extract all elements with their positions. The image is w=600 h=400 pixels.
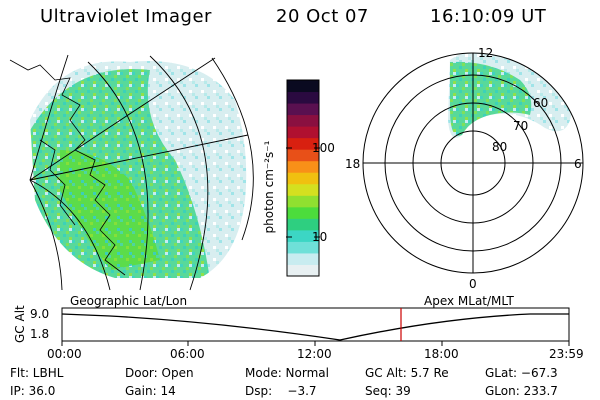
colorbar-band [287, 80, 319, 93]
polar-plot [362, 52, 584, 274]
lat-label-70: 70 [513, 119, 529, 133]
geo-map-label: Geographic Lat/Lon [70, 294, 188, 308]
colorbar-band [287, 172, 319, 185]
mode-value: Mode: Normal [245, 366, 329, 380]
mlt-label-18: 18 [345, 157, 361, 171]
colorbar-band [287, 252, 319, 265]
lat-label-80: 80 [492, 140, 508, 154]
colorbar-frame [286, 79, 320, 277]
colorbar-band [287, 149, 319, 162]
colorbar-band [287, 206, 319, 219]
colorbar-unit-label: photon cm⁻²s⁻¹ [262, 140, 276, 234]
ip-value: IP: 36.0 [10, 384, 56, 398]
timeline-x-tick-1800: 18:00 [424, 347, 459, 361]
colorbar-band [287, 91, 319, 104]
colorbar-band [287, 126, 319, 139]
filter-value: Flt: LBHL [10, 366, 64, 380]
colorbar-band [287, 183, 319, 196]
lat-label-60: 60 [533, 96, 549, 110]
timeline-panel [61, 307, 570, 346]
colorbar-band [287, 229, 319, 242]
timeline-y-tick-1-8: 1.8 [30, 327, 50, 341]
timeline-x-tick-0000: 00:00 [47, 347, 82, 361]
timeline-y-tick-9: 9.0 [30, 307, 50, 321]
polar-plot-label: Apex MLat/MLT [424, 294, 514, 308]
colorbar-tick-100: 100 [312, 141, 335, 155]
colorbar-band [287, 160, 319, 173]
colorbar-band [287, 218, 319, 231]
geo-image [9, 54, 254, 291]
colorbar-band [287, 241, 319, 254]
seq-value: Seq: 39 [365, 384, 411, 398]
colorbar-band [287, 195, 319, 208]
date-label: 20 Oct 07 [276, 6, 369, 27]
colorbar-band [287, 264, 319, 277]
timeline-x-tick-0600: 06:00 [170, 347, 205, 361]
colorbar-band [287, 103, 319, 116]
mlt-label-6: 6 [574, 157, 582, 171]
gc-alt-value: GC Alt: 5.7 Re [365, 366, 449, 380]
dsp-value: Dsp: −3.7 [245, 384, 317, 398]
door-status: Door: Open [125, 366, 194, 380]
mlt-label-0: 0 [469, 277, 477, 291]
glon-value: GLon: 233.7 [485, 384, 558, 398]
timeline-y-title: GC Alt [13, 305, 27, 343]
timeline-x-tick-1200: 12:00 [297, 347, 332, 361]
colorbar [286, 79, 320, 277]
time-label: 16:10:09 UT [430, 6, 547, 27]
colorbar-band [287, 137, 319, 150]
glat-value: GLat: −67.3 [485, 366, 558, 380]
colorbar-band [287, 114, 319, 127]
mlt-label-12: 12 [478, 46, 494, 60]
instrument-title: Ultraviolet Imager [40, 6, 212, 27]
colorbar-ticks [286, 147, 320, 238]
timeline-x-tick-2359: 23:59 [549, 347, 584, 361]
colorbar-tick-10: 10 [312, 230, 328, 244]
gain-value: Gain: 14 [125, 384, 176, 398]
